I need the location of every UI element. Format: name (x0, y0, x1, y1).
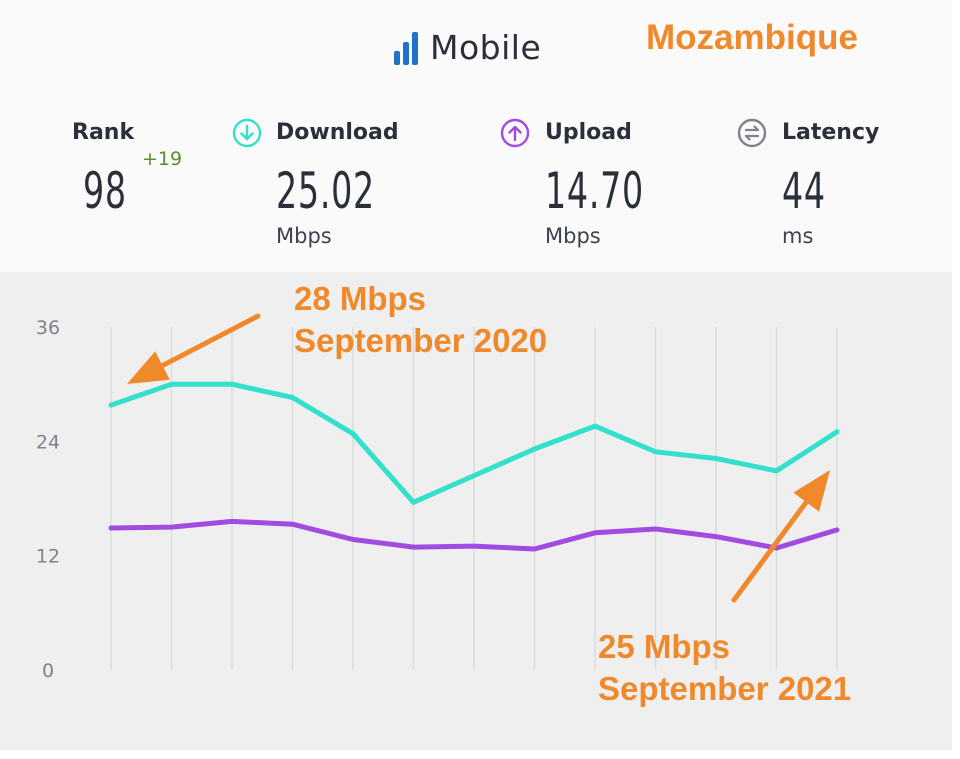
annotation-arrow-end-head (793, 470, 830, 512)
upload-value: 14.70 (545, 162, 644, 220)
download-label: Download (276, 120, 399, 145)
annotation-arrow-end-shaft (731, 499, 809, 603)
chart-area (0, 272, 952, 750)
rank-change: +19 (142, 148, 183, 170)
latency-label: Latency (782, 120, 880, 145)
upload-arrow-icon (500, 118, 530, 148)
latency-unit: ms (782, 224, 814, 248)
annotation-start-date: September 2020 (294, 322, 548, 359)
latency-value: 44 (782, 162, 826, 220)
upload-label: Upload (545, 120, 632, 145)
series-line-download (108, 381, 840, 505)
rank-value: 98 (83, 162, 127, 220)
country-label: Mozambique (646, 18, 858, 57)
y-tick-label: 12 (36, 546, 60, 568)
line-chart: 36 24 12 0 (36, 313, 840, 682)
annotation-end: 25 Mbps September 2021 (598, 626, 851, 710)
annotation-arrow-start-shaft (160, 313, 261, 369)
card-edge (952, 0, 960, 759)
annotation-end-value: 25 Mbps (598, 628, 731, 665)
y-tick-label: 24 (36, 431, 60, 453)
signal-bars-icon (394, 31, 418, 65)
annotation-arrow-start (127, 313, 261, 384)
latency-icon (737, 118, 767, 148)
annotation-arrow-end (731, 470, 830, 603)
y-tick-label: 0 (42, 660, 54, 682)
download-value: 25.02 (276, 162, 375, 220)
title-text: Mobile (430, 28, 542, 67)
download-unit: Mbps (276, 224, 332, 248)
annotation-start: 28 Mbps September 2020 (294, 278, 547, 362)
annotation-end-date: September 2021 (598, 670, 852, 707)
upload-unit: Mbps (545, 224, 601, 248)
annotation-arrow-start-head (127, 351, 170, 384)
page-title: Mobile (394, 28, 541, 67)
card-edge-bottom (0, 750, 960, 759)
annotation-start-value: 28 Mbps (294, 280, 427, 317)
stats-header (0, 0, 960, 272)
download-arrow-icon (232, 118, 262, 148)
rank-label: Rank (72, 120, 135, 145)
y-tick-label: 36 (36, 317, 60, 339)
series-line-upload (108, 518, 840, 552)
